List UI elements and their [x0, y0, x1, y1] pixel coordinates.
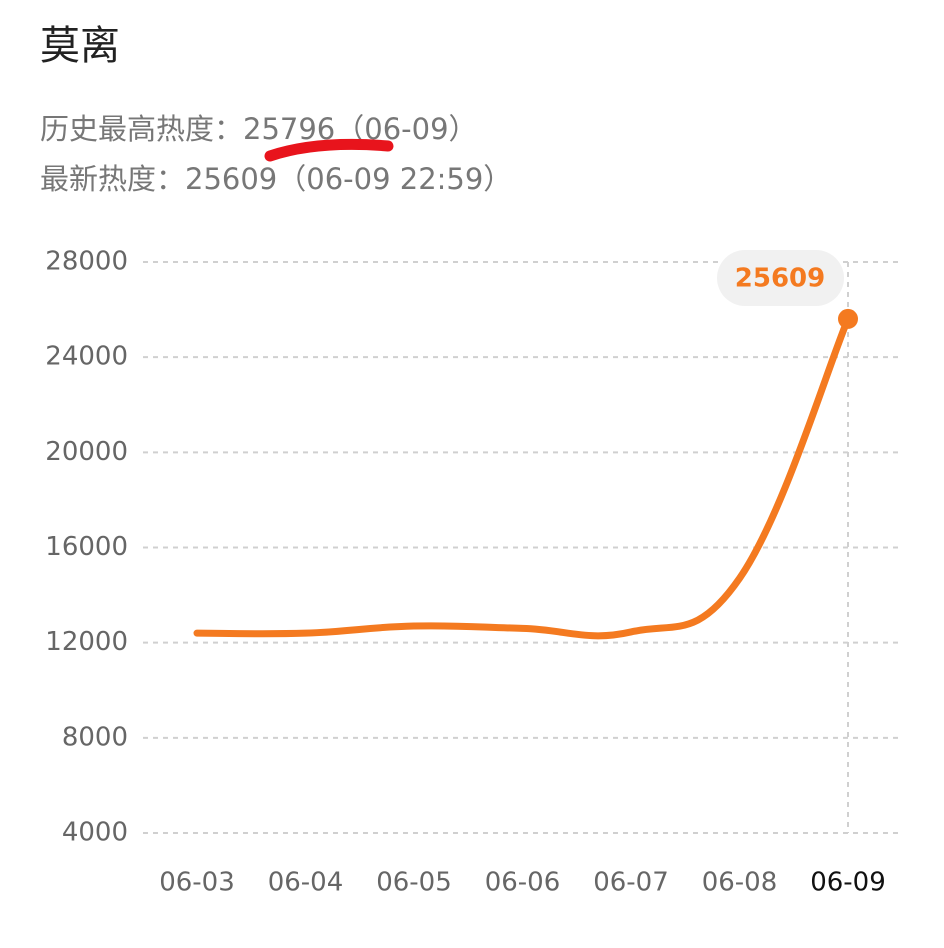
x-tick-label: 06-04	[268, 868, 344, 898]
y-tick-label: 28000	[45, 247, 128, 277]
x-tick-label: 06-05	[376, 868, 452, 898]
y-tick-label: 8000	[62, 722, 128, 752]
subtitle: 历史最高热度：25796（06-09）	[40, 112, 478, 146]
y-tick-label: 24000	[45, 342, 128, 372]
x-tick-label: 06-07	[593, 868, 669, 898]
last-point	[838, 308, 858, 329]
subtitle: 最新热度：25609（06-09 22:59）	[40, 162, 512, 196]
y-tick-label: 4000	[62, 818, 128, 848]
chart-title: 莫离	[40, 23, 120, 69]
y-tick-label: 16000	[45, 532, 128, 562]
x-tick-label: 06-09	[810, 868, 886, 898]
y-tick-label: 12000	[45, 627, 128, 657]
line	[193, 315, 852, 640]
x-tick-label: 06-03	[159, 868, 235, 898]
x-tick-label: 06-08	[702, 868, 778, 898]
x-tick-label: 06-06	[485, 868, 561, 898]
value-label: 25609	[735, 264, 825, 294]
y-tick-label: 20000	[45, 437, 128, 467]
handwritten-underline	[264, 138, 394, 162]
value-label-bg	[717, 250, 844, 306]
